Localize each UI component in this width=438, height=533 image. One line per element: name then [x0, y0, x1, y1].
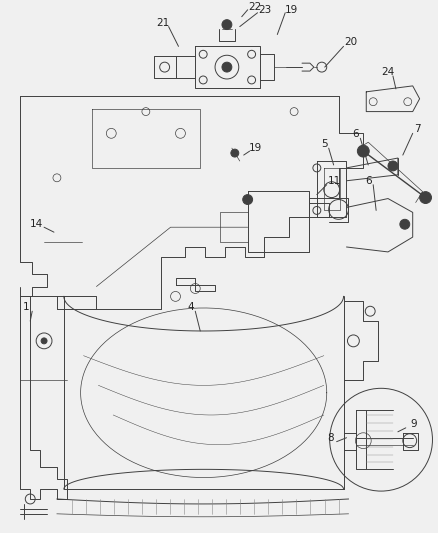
Text: 7: 7 [414, 124, 421, 134]
Text: 11: 11 [328, 176, 341, 186]
Text: 19: 19 [249, 143, 262, 153]
Circle shape [420, 192, 431, 204]
Text: 5: 5 [321, 139, 328, 149]
Circle shape [222, 62, 232, 72]
Text: 19: 19 [285, 5, 298, 15]
Text: 14: 14 [29, 219, 43, 229]
Text: 6: 6 [352, 130, 359, 139]
Text: 23: 23 [258, 5, 271, 15]
Text: 20: 20 [344, 37, 357, 47]
Text: 8: 8 [327, 433, 334, 443]
Text: 6: 6 [365, 176, 371, 186]
Circle shape [388, 161, 398, 171]
Circle shape [231, 149, 239, 157]
Text: 24: 24 [381, 67, 395, 77]
Text: 21: 21 [156, 18, 170, 28]
Text: 4: 4 [187, 302, 194, 312]
Circle shape [400, 219, 410, 229]
Text: 1: 1 [23, 302, 30, 312]
Circle shape [243, 195, 253, 205]
Text: 22: 22 [248, 2, 261, 12]
Circle shape [222, 20, 232, 29]
Text: 9: 9 [410, 419, 417, 429]
Circle shape [357, 145, 369, 157]
Circle shape [41, 338, 47, 344]
